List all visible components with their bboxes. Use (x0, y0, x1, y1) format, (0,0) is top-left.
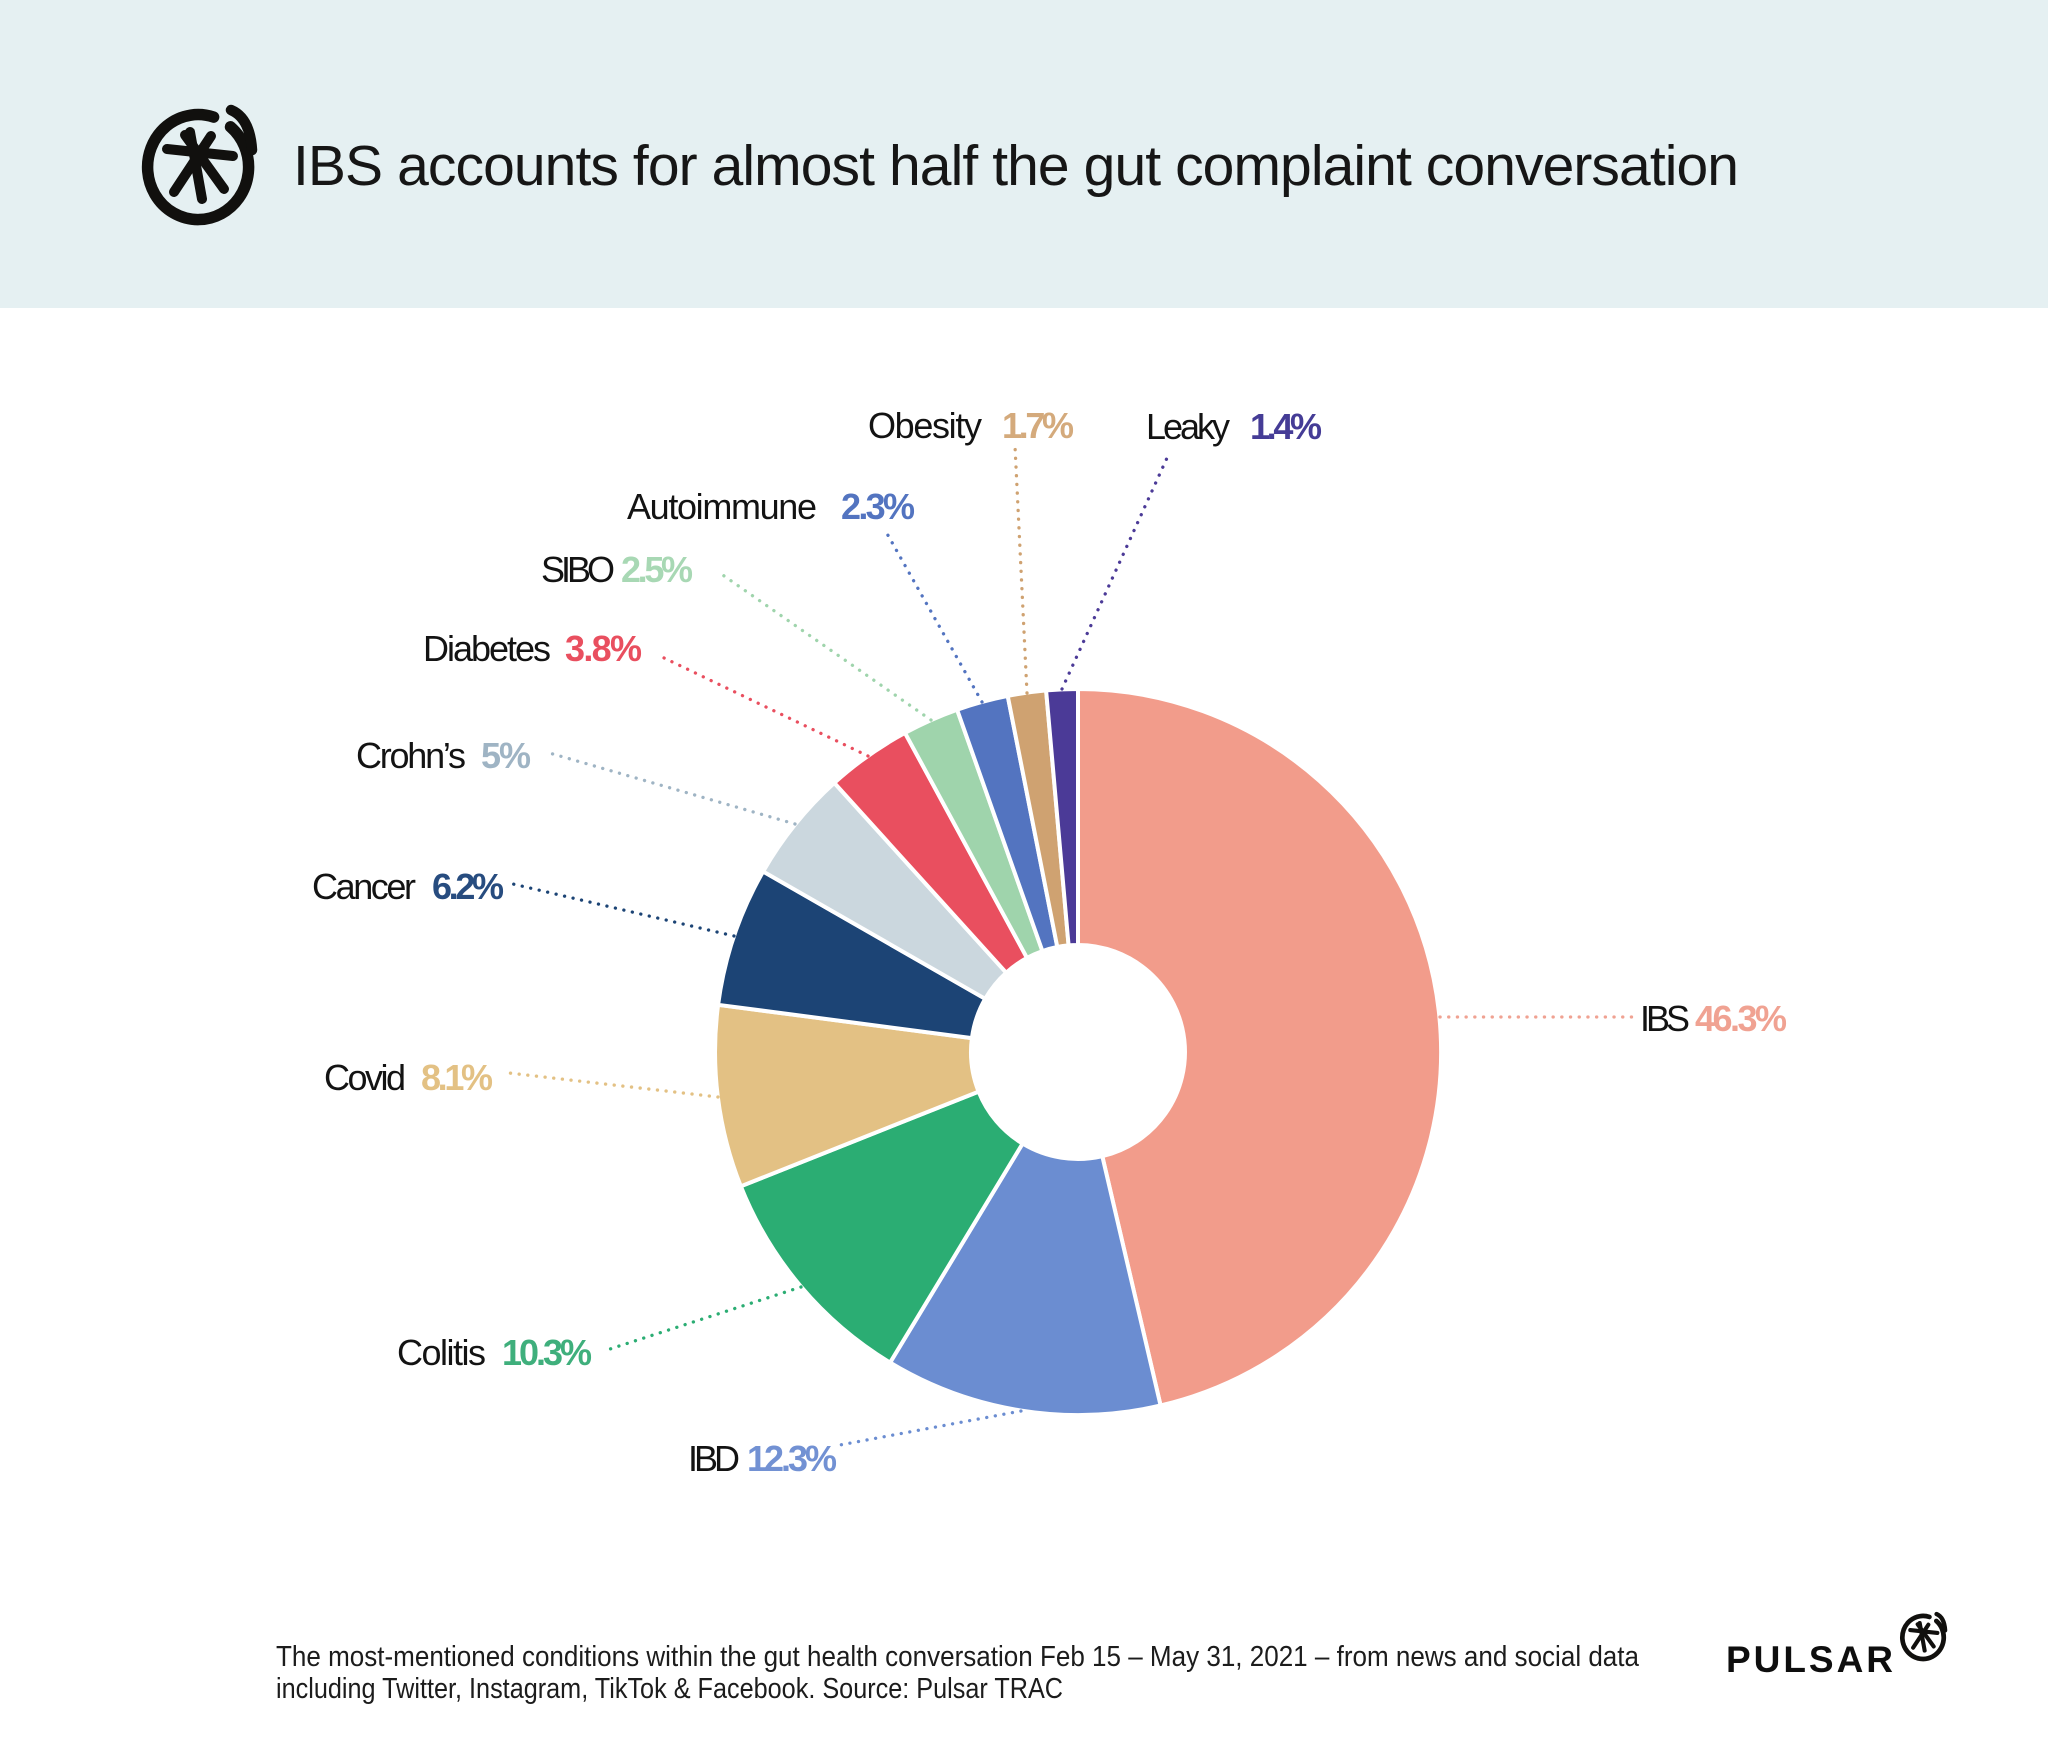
svg-text:6.2%: 6.2% (432, 866, 504, 907)
svg-text:46.3%: 46.3% (1695, 998, 1787, 1039)
svg-text:The most-mentioned conditions: The most-mentioned conditions within the… (276, 1641, 1640, 1673)
svg-text:Crohn’s: Crohn’s (356, 735, 466, 776)
svg-text:IBS: IBS (1640, 998, 1690, 1039)
svg-text:Obesity: Obesity (868, 405, 982, 446)
svg-text:SIBO: SIBO (541, 549, 615, 590)
svg-text:Cancer: Cancer (312, 866, 416, 907)
svg-text:2.5%: 2.5% (621, 549, 693, 590)
svg-text:including Twitter, Instagram,: including Twitter, Instagram, TikTok & F… (276, 1673, 1063, 1705)
svg-text:Autoimmune: Autoimmune (627, 486, 817, 527)
svg-text:Colitis: Colitis (397, 1332, 486, 1373)
svg-text:2.3%: 2.3% (841, 486, 915, 527)
svg-text:3.8%: 3.8% (565, 628, 642, 669)
svg-text:Covid: Covid (324, 1057, 406, 1098)
svg-text:Leaky: Leaky (1146, 406, 1230, 447)
svg-text:1.7%: 1.7% (1002, 405, 1074, 446)
svg-text:8.1%: 8.1% (421, 1057, 493, 1098)
svg-text:5%: 5% (481, 735, 531, 776)
svg-text:IBD: IBD (688, 1438, 740, 1479)
svg-text:12.3%: 12.3% (747, 1438, 837, 1479)
svg-text:1.4%: 1.4% (1250, 406, 1322, 447)
svg-text:Diabetes: Diabetes (423, 628, 551, 669)
svg-text:PULSAR: PULSAR (1726, 1639, 1893, 1680)
svg-text:10.3%: 10.3% (502, 1332, 592, 1373)
svg-text:IBS accounts for almost half t: IBS accounts for almost half the gut com… (293, 134, 1739, 198)
